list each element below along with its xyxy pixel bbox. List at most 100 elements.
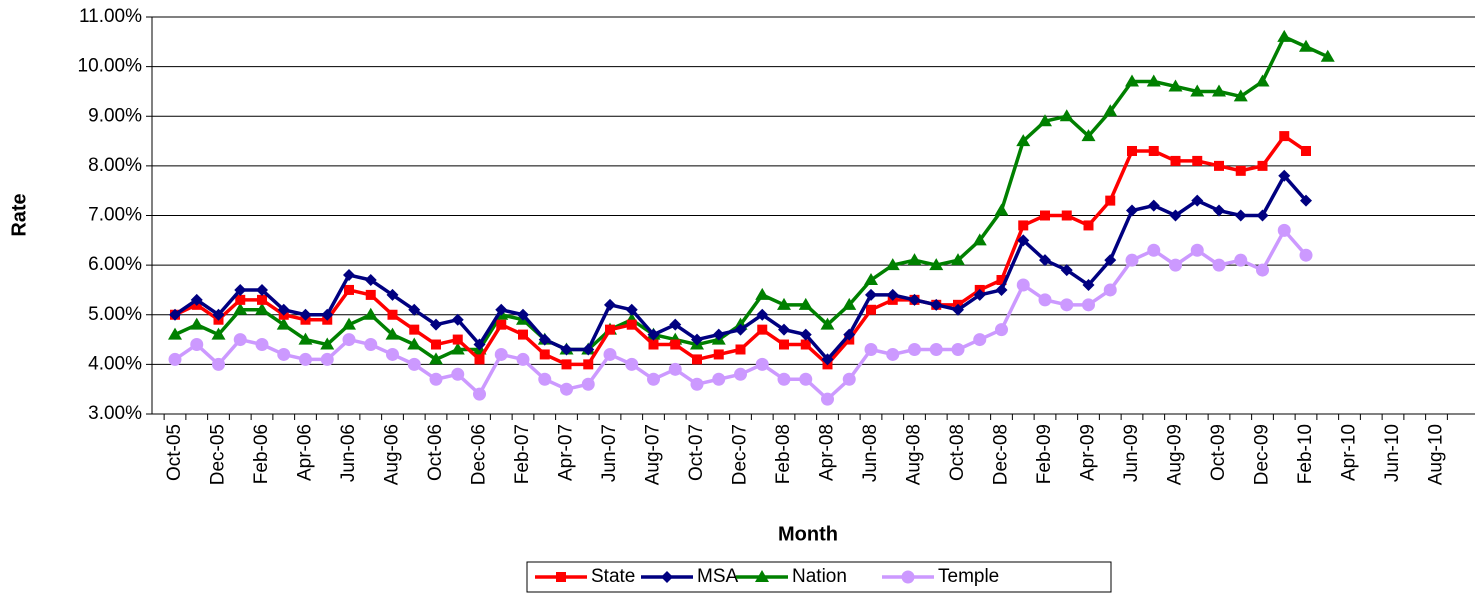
marker: [473, 338, 486, 351]
marker: [864, 342, 878, 356]
x-tick-label: Feb-06: [251, 424, 272, 484]
marker: [1256, 263, 1269, 277]
marker: [1191, 194, 1204, 207]
marker: [691, 333, 703, 346]
marker: [648, 339, 659, 350]
marker: [1083, 220, 1094, 231]
marker: [168, 327, 182, 340]
marker: [407, 337, 422, 350]
marker: [583, 359, 594, 370]
marker: [385, 327, 400, 340]
marker: [556, 572, 566, 582]
marker: [1168, 79, 1183, 92]
marker: [429, 352, 443, 365]
marker: [800, 339, 811, 350]
x-tick-label: Jun-09: [1121, 424, 1142, 482]
marker: [1060, 298, 1074, 312]
marker: [235, 294, 246, 305]
marker: [1040, 210, 1050, 221]
marker: [755, 287, 770, 300]
x-tick-label: Feb-07: [512, 424, 533, 484]
x-tick-label: Jun-10: [1382, 424, 1403, 482]
marker: [1190, 84, 1205, 97]
marker: [298, 332, 313, 345]
marker: [299, 352, 312, 366]
marker: [495, 303, 508, 316]
marker: [343, 269, 355, 282]
marker: [365, 289, 376, 300]
legend-label: MSA: [697, 566, 739, 587]
x-tick-label: Apr-08: [817, 424, 838, 481]
marker: [1212, 258, 1226, 272]
marker: [952, 303, 964, 316]
y-tick-label: 9.00%: [88, 105, 142, 126]
y-tick-label: 8.00%: [88, 155, 142, 176]
marker: [1301, 145, 1311, 156]
marker: [1192, 155, 1203, 166]
marker: [1299, 248, 1313, 262]
x-tick-label: Aug-07: [643, 424, 664, 485]
marker: [1320, 49, 1335, 62]
x-axis-title: Month: [778, 523, 838, 545]
marker: [1279, 131, 1290, 142]
marker: [734, 367, 747, 381]
marker: [386, 288, 399, 301]
x-tick-label: Dec-08: [991, 424, 1012, 485]
marker: [1103, 104, 1118, 117]
marker: [233, 333, 247, 347]
marker: [821, 392, 834, 406]
marker: [560, 343, 573, 356]
marker: [692, 354, 702, 365]
marker: [538, 372, 552, 386]
marker: [820, 317, 835, 330]
marker: [1103, 283, 1117, 297]
legend-box: [526, 561, 1112, 593]
marker: [842, 297, 857, 310]
y-tick-label: 3.00%: [88, 403, 142, 424]
marker: [189, 317, 204, 330]
x-tick-label: Jun-06: [338, 424, 359, 482]
marker: [451, 367, 465, 381]
marker: [1300, 194, 1312, 207]
marker: [342, 317, 356, 330]
marker: [1082, 278, 1095, 291]
marker: [431, 339, 441, 350]
marker: [1235, 165, 1246, 176]
marker: [1277, 29, 1292, 42]
marker: [1278, 169, 1291, 182]
marker: [1127, 145, 1137, 156]
marker: [320, 352, 334, 366]
marker: [1213, 204, 1225, 217]
x-tick-label: Oct-05: [164, 424, 185, 481]
marker: [908, 342, 921, 356]
marker: [212, 357, 225, 371]
marker: [190, 293, 203, 306]
x-tick-label: Aug-06: [382, 424, 403, 485]
marker: [713, 349, 724, 360]
marker: [1038, 114, 1052, 127]
marker: [1104, 254, 1117, 267]
x-tick-label: Dec-06: [469, 424, 490, 485]
marker: [843, 328, 856, 341]
marker: [712, 328, 725, 341]
marker: [604, 298, 616, 311]
marker: [798, 297, 813, 310]
marker: [364, 274, 377, 287]
marker: [757, 324, 768, 335]
marker: [299, 308, 312, 321]
marker: [452, 334, 463, 345]
marker: [560, 382, 573, 396]
x-tick-label: Apr-07: [556, 424, 577, 481]
marker: [661, 571, 673, 583]
y-tick-label: 6.00%: [88, 254, 142, 275]
marker: [626, 319, 637, 330]
marker: [755, 570, 769, 582]
x-tick-label: Oct-08: [947, 424, 968, 481]
marker: [1257, 160, 1268, 171]
marker: [842, 372, 856, 386]
marker: [712, 372, 726, 386]
y-tick-label: 10.00%: [78, 56, 143, 77]
marker: [450, 342, 465, 355]
marker: [995, 323, 1008, 337]
marker: [930, 298, 943, 311]
